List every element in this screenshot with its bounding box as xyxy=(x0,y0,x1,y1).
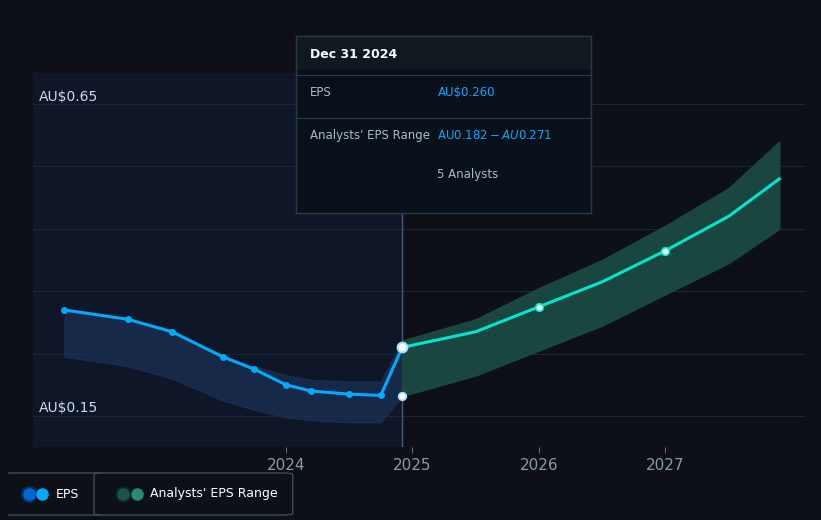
Text: AU$0.182 - AU$0.271: AU$0.182 - AU$0.271 xyxy=(438,129,553,142)
Bar xyxy=(33,73,402,447)
Text: 5 Analysts: 5 Analysts xyxy=(438,168,498,181)
Text: Analysts' EPS Range: Analysts' EPS Range xyxy=(150,488,278,500)
Text: Dec 31 2024: Dec 31 2024 xyxy=(310,48,397,61)
FancyBboxPatch shape xyxy=(94,473,293,515)
Text: AU$0.260: AU$0.260 xyxy=(438,86,495,99)
Text: AU$0.65: AU$0.65 xyxy=(39,90,99,104)
Text: AU$0.15: AU$0.15 xyxy=(39,401,99,415)
Text: EPS: EPS xyxy=(310,86,332,99)
Text: Analysts' EPS Range: Analysts' EPS Range xyxy=(310,129,430,142)
Text: EPS: EPS xyxy=(56,488,79,500)
Text: Actual: Actual xyxy=(355,107,397,120)
Bar xyxy=(296,36,591,68)
Text: Analysts Forecasts: Analysts Forecasts xyxy=(407,107,531,120)
FancyBboxPatch shape xyxy=(0,473,108,515)
